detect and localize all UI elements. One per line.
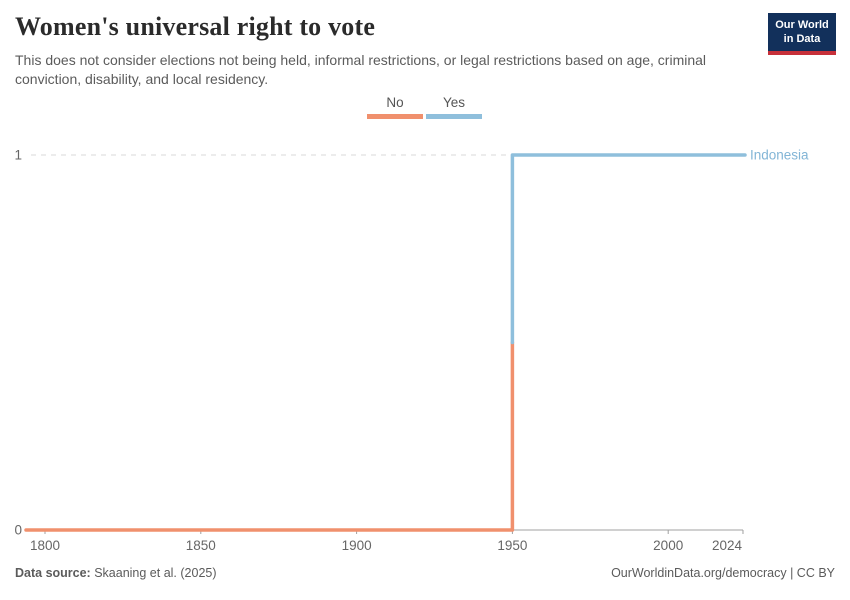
x-tick-label: 1800 bbox=[30, 538, 60, 553]
x-tick-label: 2000 bbox=[653, 538, 683, 553]
legend-label-yes: Yes bbox=[442, 95, 466, 110]
series-line-no[interactable] bbox=[24, 340, 515, 532]
legend-label-no: No bbox=[386, 95, 404, 110]
entity-label-indonesia[interactable]: Indonesia bbox=[750, 148, 809, 163]
data-source-label: Data source: bbox=[15, 566, 91, 580]
x-tick-label: 1900 bbox=[342, 538, 372, 553]
y-tick-label: 0 bbox=[14, 523, 22, 538]
x-tick-label: 1850 bbox=[186, 538, 216, 553]
x-tick-label: 1950 bbox=[497, 538, 527, 553]
owid-logo-line1: Our World bbox=[775, 18, 829, 31]
y-tick-label: 1 bbox=[14, 148, 22, 163]
data-source-note: Data source: Skaaning et al. (2025) bbox=[15, 566, 217, 580]
chart-legend: No Yes bbox=[367, 95, 482, 119]
chart-footer: Data source: Skaaning et al. (2025) OurW… bbox=[15, 566, 835, 580]
data-source-value: Skaaning et al. (2025) bbox=[90, 566, 217, 580]
page-subtitle: This does not consider elections not bei… bbox=[15, 52, 707, 87]
x-tick-label: 2024 bbox=[712, 538, 743, 553]
legend-item-no[interactable]: No bbox=[367, 95, 423, 119]
owid-logo-line2: in Data bbox=[783, 33, 821, 45]
owid-logo[interactable]: Our World in Data bbox=[768, 13, 836, 55]
legend-item-yes[interactable]: Yes bbox=[426, 95, 482, 119]
legend-swatch-yes bbox=[426, 114, 482, 119]
footer-credit-link[interactable]: OurWorldinData.org/democracy | CC BY bbox=[611, 566, 835, 580]
series-line-yes[interactable] bbox=[510, 153, 747, 345]
page-title: Women's universal right to vote bbox=[15, 12, 376, 41]
legend-swatch-no bbox=[367, 114, 423, 119]
